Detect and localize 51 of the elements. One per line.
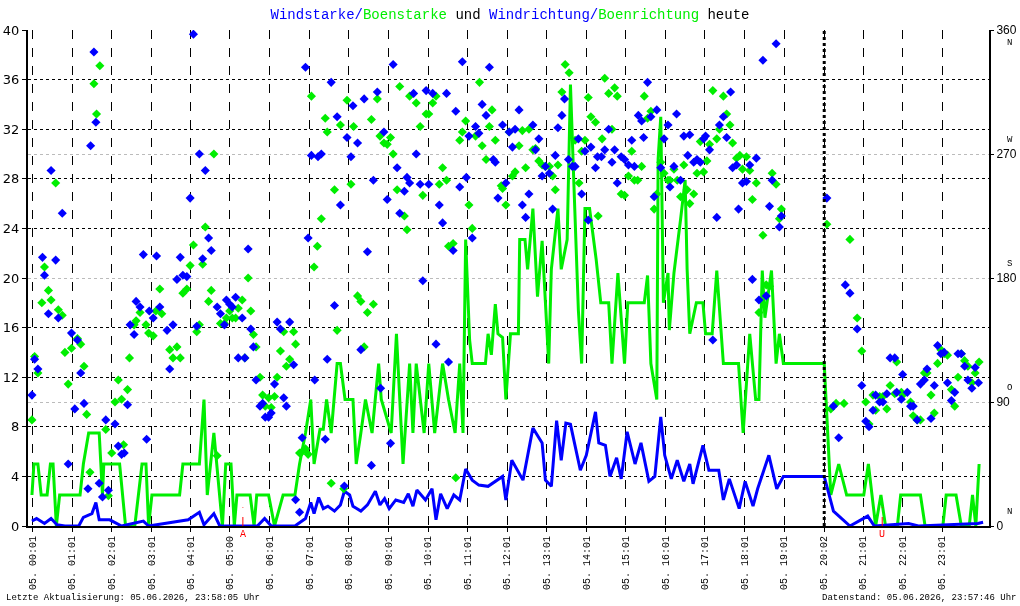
y-tick-label: 8 (11, 419, 20, 435)
x-tick-label: 05. 06:01 (265, 536, 277, 591)
y-tick-label: 16 (2, 320, 20, 336)
x-tick-label: 05. 09:01 (383, 536, 395, 591)
x-tick-label: 05. 14:01 (581, 536, 593, 591)
x-tick-label: 05. 15:01 (621, 536, 633, 591)
ref-line-label: U (879, 529, 886, 540)
text: N (1007, 507, 1013, 517)
x-tick-label: 05. 03:01 (146, 536, 158, 591)
y-tick-label: 12 (2, 369, 20, 385)
y2-tick-label: 90 (996, 395, 1011, 410)
text: W (1007, 135, 1013, 145)
text: N (1007, 38, 1013, 48)
x-tick-label: 05. 20:02 (819, 536, 831, 591)
y2-tick-label: 270 (996, 147, 1017, 162)
y-tick-label: 4 (11, 468, 20, 484)
chart-title: Windstarke/Boenstarke und Windrichtung/Boenrichtung heute (270, 6, 750, 23)
y-tick-label: 36 (2, 72, 20, 88)
x-tick-label: 05. 10:01 (423, 536, 435, 591)
text: O (1007, 383, 1013, 393)
x-tick-label: 05. 22:01 (897, 536, 909, 591)
x-tick-label: 05. 02:01 (106, 536, 118, 591)
x-tick-label: 05. 07:01 (304, 536, 316, 591)
ref-line-label: A (240, 529, 247, 540)
x-tick-label: 05. 18:01 (739, 536, 751, 591)
x-tick-label: 05. 08:01 (344, 536, 356, 591)
text: S (1007, 259, 1013, 269)
x-tick-label: 05. 23:01 (937, 536, 949, 591)
x-tick-label: 05. 13:01 (541, 536, 553, 591)
x-tick-label: 05. 17:01 (700, 536, 712, 591)
x-tick-label: 05. 19:01 (779, 536, 791, 591)
text: Letzte Aktualisierung: 05.06.2026, 23:58:05 Uhr (6, 593, 260, 603)
y2-tick-label: 360 (996, 23, 1017, 38)
y-tick-label: 32 (2, 121, 20, 137)
x-tick-label: 05. 05:00 (224, 536, 236, 591)
x-tick-label: 05. 21:01 (858, 536, 870, 591)
y-tick-label: 28 (2, 171, 20, 187)
y2-tick-label: 180 (996, 271, 1017, 286)
y2-tick-label: 0 (996, 519, 1004, 534)
y-tick-label: 40 (2, 22, 20, 38)
x-tick-label: 05. 12:01 (502, 536, 514, 591)
y-tick-label: 24 (2, 220, 20, 236)
x-tick-label: 05. 11:01 (462, 536, 474, 591)
text: Datenstand: 05.06.2026, 23:57:46 Uhr (822, 593, 1017, 603)
line-series (30, 410, 985, 526)
x-tick-label: 05. 16:01 (660, 536, 672, 591)
y-tick-label: 0 (11, 518, 20, 534)
x-tick-label: 05. 04:01 (186, 536, 198, 591)
x-tick-label: 05. 00:01 (27, 536, 39, 591)
x-tick-label: 05. 01:01 (67, 536, 79, 591)
y-tick-label: 20 (2, 270, 20, 286)
